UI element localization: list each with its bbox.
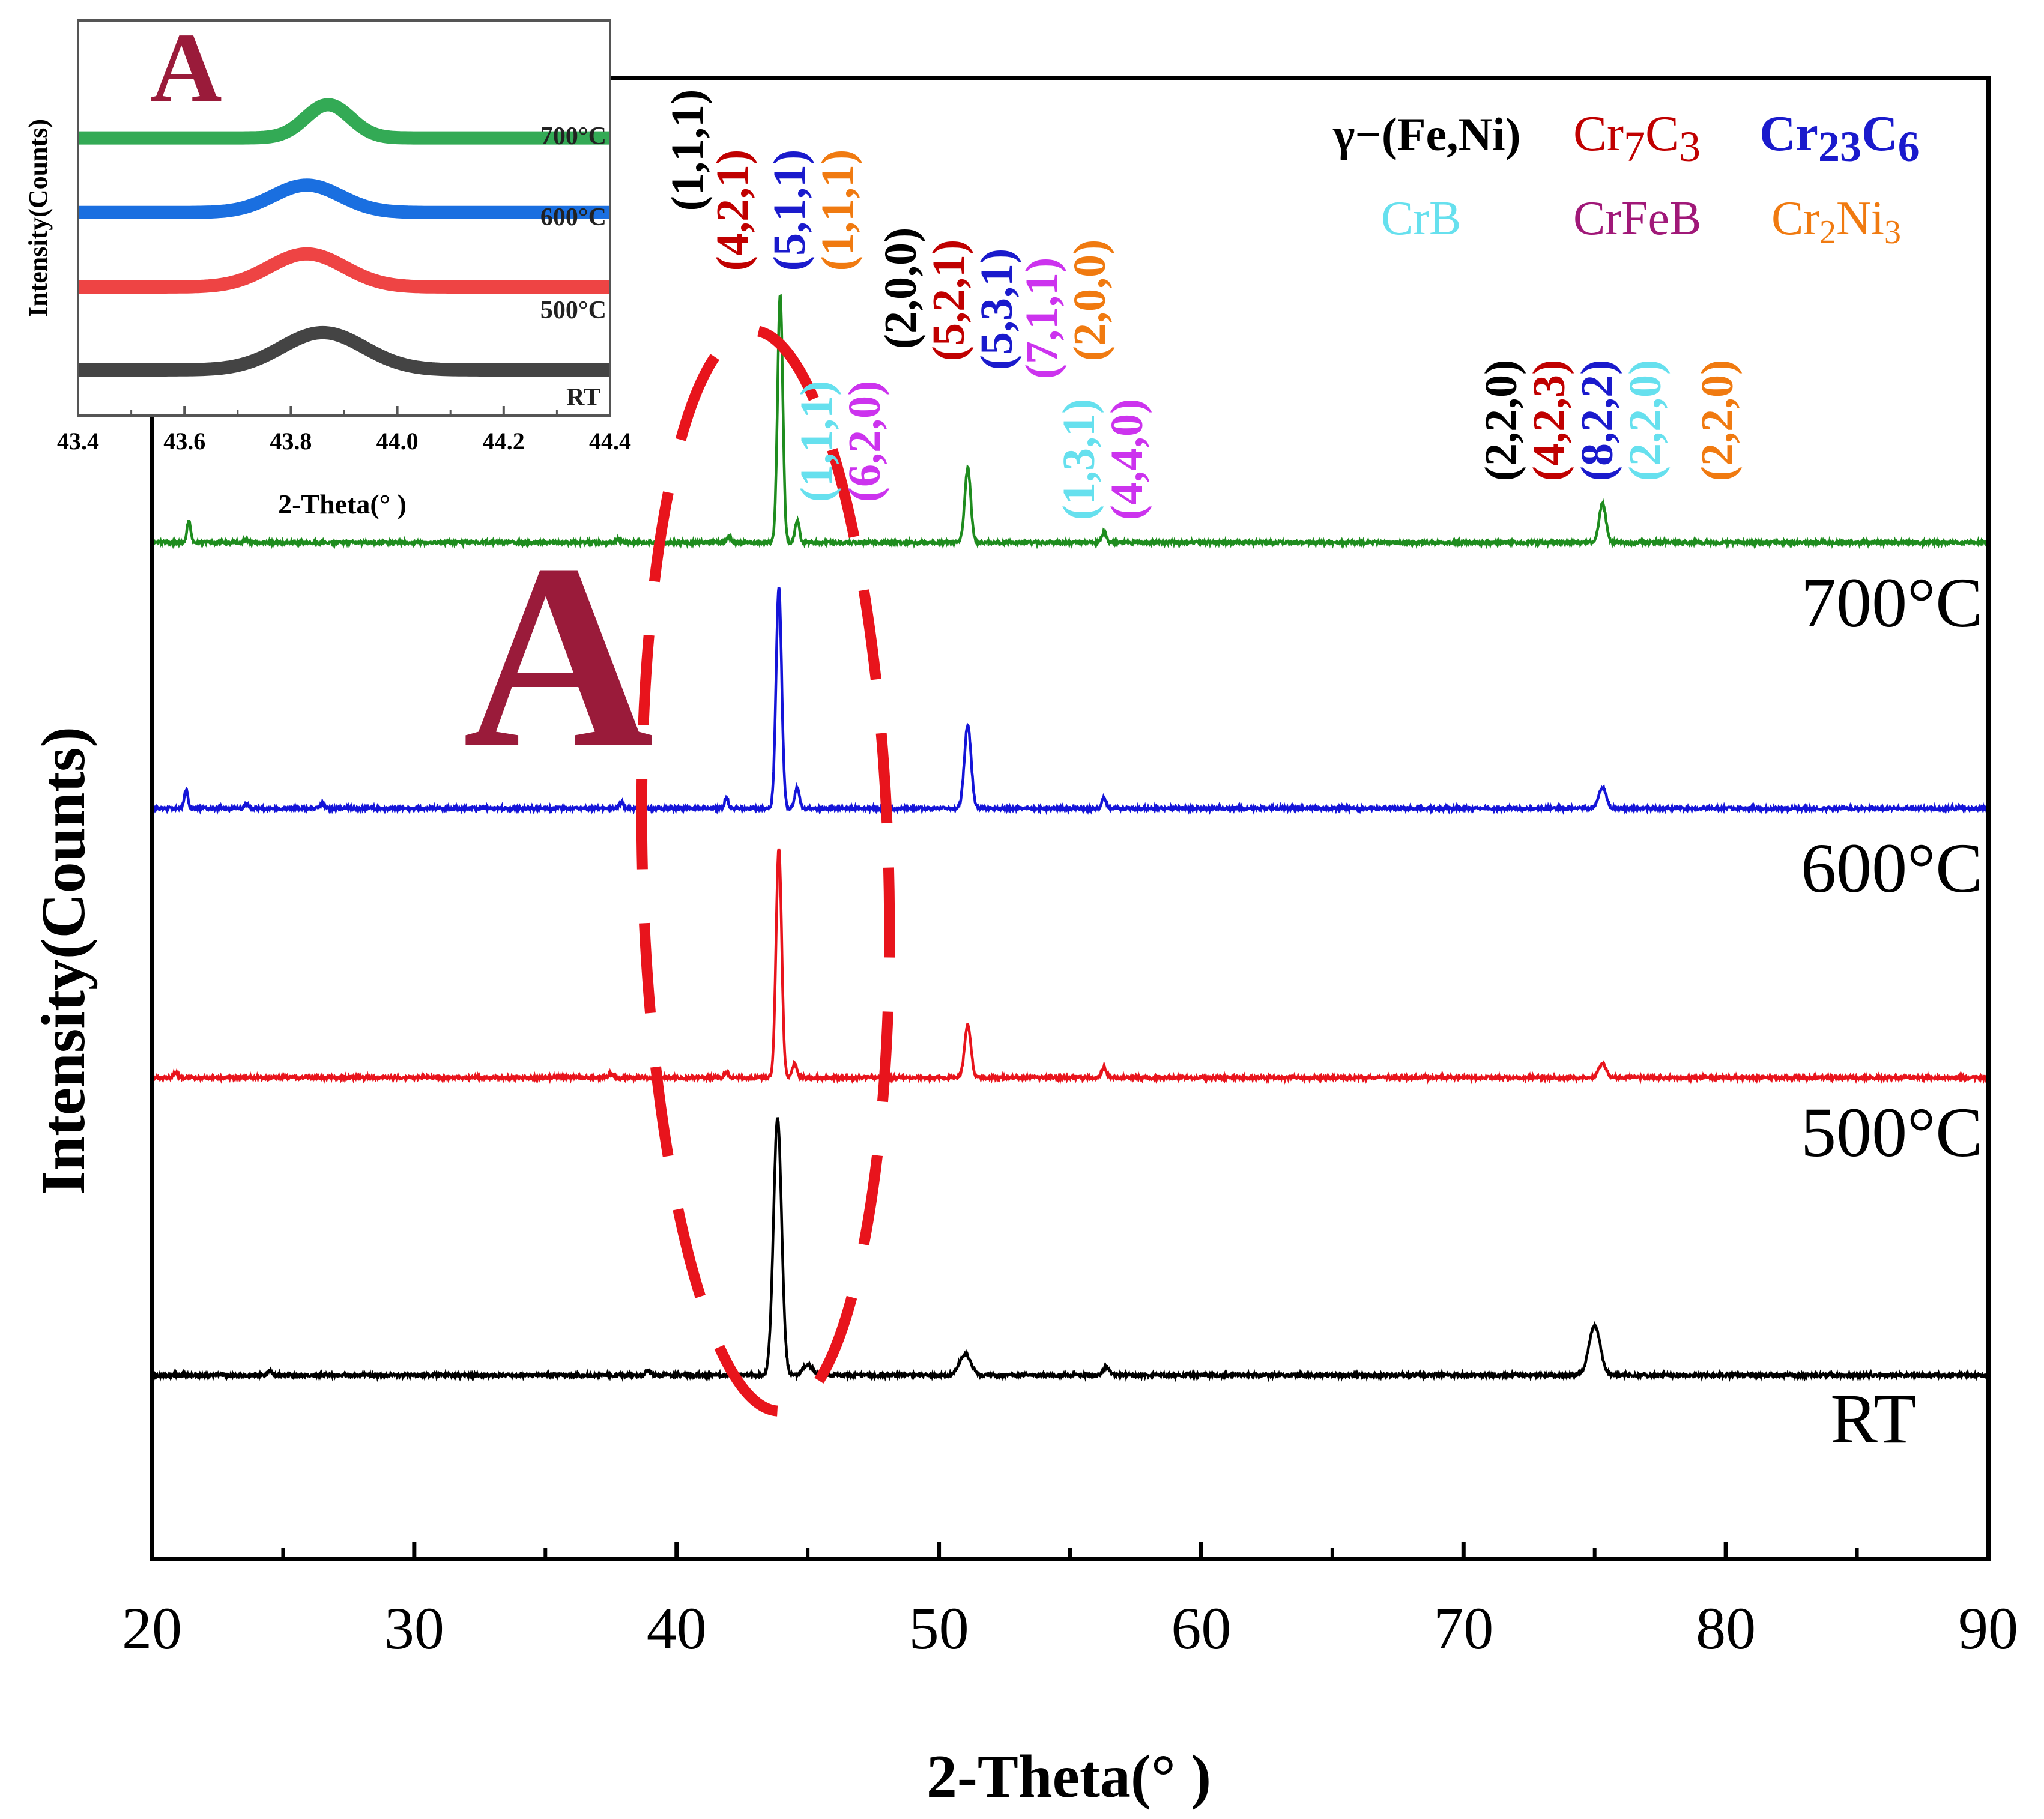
- legend-crb: CrB: [1381, 192, 1461, 245]
- peak-label-440-crfeb: (4,4,0): [1102, 399, 1152, 521]
- highlight-ellipse: [636, 325, 895, 1417]
- main-x-tick-label: 30: [384, 1595, 444, 1662]
- main-x-tick-label: 90: [1958, 1595, 2018, 1662]
- inset-curve-label-500: 500°C: [540, 297, 606, 324]
- peak-label-111-cr2ni3: (1,1,1): [812, 150, 863, 271]
- peak-label-220-crb: (2,2,0): [1620, 360, 1671, 482]
- peak-label-531-cr23c6: (5,3,1): [972, 249, 1022, 371]
- inset-plot: 43.4 43.6 43.8 44.0 44.2 44.4 A 700°C 600°C 5…: [23, 13, 631, 519]
- peak-label-111-crb: (1,1,1): [791, 381, 842, 503]
- peak-label-620-crfeb: (6,2,0): [839, 381, 890, 503]
- main-x-tick-label: 50: [909, 1595, 969, 1662]
- main-x-ticks: 20 30 40 50 60 70 80 90: [122, 1542, 2018, 1662]
- legend-gamma-fe-ni: γ−(Fe,Ni): [1332, 108, 1521, 160]
- legend-cr2ni3: Cr2Ni3: [1771, 192, 1901, 251]
- inset-x-tick-label: 43.6: [163, 428, 205, 455]
- inset-x-tick-label: 44.2: [483, 428, 525, 455]
- series-line-rt: [151, 1117, 1989, 1382]
- inset-x-axis-title: 2-Theta(° ): [278, 489, 407, 519]
- inset-x-tick-label: 43.8: [270, 428, 312, 455]
- annotation-letter-a: A: [463, 510, 654, 802]
- inset-series-line-700c: [78, 98, 610, 145]
- series-line-500c: [151, 848, 1990, 1085]
- peak-label-220-cr2ni3: (2,2,0): [1692, 360, 1743, 482]
- inset-x-tick-label: 43.4: [57, 428, 99, 455]
- peak-label-521-cr7c3: (5,2,1): [924, 240, 974, 362]
- curve-label-700: 700°C: [1801, 563, 1983, 642]
- main-x-tick-label: 40: [647, 1595, 707, 1662]
- inset-curve-label-600: 600°C: [540, 204, 606, 231]
- inset-curve-label-700: 700°C: [540, 123, 606, 150]
- inset-series-line-600c: [78, 178, 610, 219]
- main-x-axis-title: 2-Theta(° ): [927, 1743, 1211, 1811]
- inset-x-tick-label: 44.0: [376, 428, 419, 455]
- legend-crfeb: CrFeB: [1573, 192, 1701, 245]
- peak-label-200-gamma: (2,0,0): [875, 228, 926, 350]
- curve-label-rt: RT: [1830, 1379, 1917, 1458]
- legend-cr23c6: Cr23C6: [1759, 106, 1920, 171]
- legend: γ−(Fe,Ni) Cr7C3 Cr23C6 CrB CrFeB Cr2Ni3: [1332, 106, 1920, 251]
- inset-curve-label-rt: RT: [566, 384, 600, 411]
- inset-series-group: [78, 98, 610, 377]
- main-x-tick-label: 20: [122, 1595, 182, 1662]
- peak-label-421-cr7c3: (4,2,1): [707, 150, 758, 271]
- inset-series-line-rt: [78, 325, 610, 377]
- main-x-tick-label: 80: [1696, 1595, 1756, 1662]
- curve-label-600: 600°C: [1801, 829, 1983, 907]
- peak-label-200-cr2ni3: (2,0,0): [1065, 240, 1115, 362]
- peak-label-220-gamma: (2,2,0): [1476, 360, 1526, 482]
- series-line-700c: [150, 294, 1989, 549]
- peak-label-423-cr7c3: (4,2,3): [1524, 360, 1574, 482]
- curve-label-500: 500°C: [1801, 1093, 1983, 1172]
- inset-title-letter-a: A: [150, 13, 222, 123]
- inset-y-axis-title: Intensity(Counts): [23, 119, 53, 317]
- peak-label-711-crfeb: (7,1,1): [1017, 258, 1067, 380]
- main-plot: 20 30 40 50 60 70 80 90 2-Theta(° ) Intensity(C…: [29, 76, 2018, 1811]
- peak-labels: (1,1,1) (4,2,1) (5,1,1) (1,1,1) (1,1,1) …: [662, 89, 1743, 521]
- peak-label-822-cr23c6: (8,2,2): [1572, 360, 1622, 482]
- peak-label-131-crb: (1,3,1): [1054, 399, 1104, 521]
- main-y-axis-title: Intensity(Counts): [29, 727, 98, 1195]
- main-x-tick-label: 60: [1171, 1595, 1231, 1662]
- main-x-tick-label: 70: [1433, 1595, 1493, 1662]
- peak-label-511-cr23c6: (5,1,1): [764, 150, 815, 271]
- series-line-600c: [151, 587, 1990, 816]
- legend-cr7c3: Cr7C3: [1573, 106, 1701, 171]
- main-series-group: [150, 294, 1990, 1382]
- inset-x-tick-label: 44.4: [589, 428, 631, 455]
- peak-label-111-gamma: (1,1,1): [662, 89, 713, 211]
- inset-series-line-500c: [78, 247, 610, 294]
- inset-x-ticks: 43.4 43.6 43.8 44.0 44.2 44.4: [57, 406, 631, 455]
